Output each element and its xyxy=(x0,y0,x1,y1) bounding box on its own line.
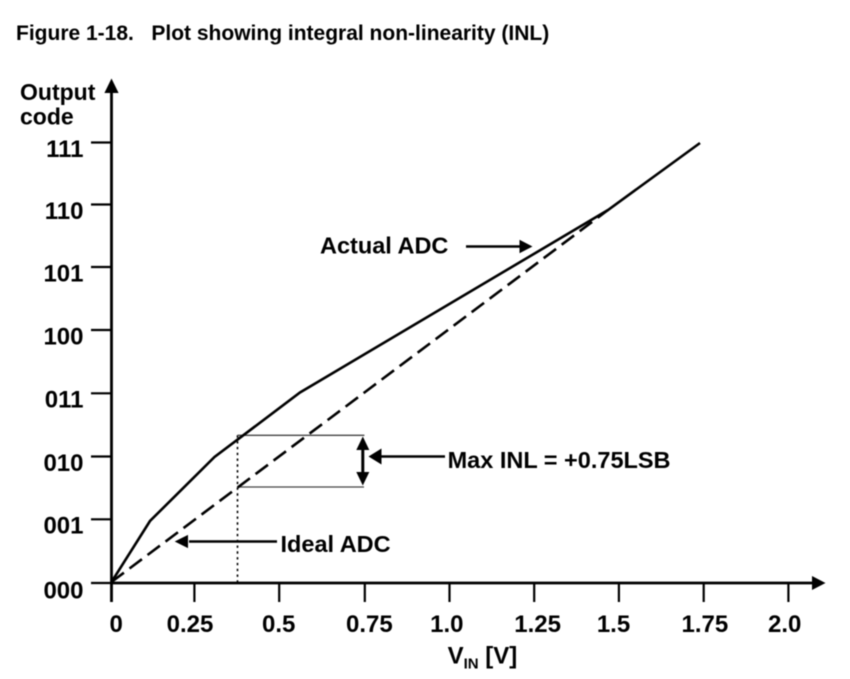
svg-text:001: 001 xyxy=(43,513,83,540)
svg-text:110: 110 xyxy=(45,198,84,225)
svg-text:code: code xyxy=(20,104,74,130)
svg-text:2.0: 2.0 xyxy=(768,611,801,638)
svg-text:1.5: 1.5 xyxy=(597,611,630,638)
svg-text:010: 010 xyxy=(43,450,83,477)
svg-text:VIN [V]: VIN [V] xyxy=(448,643,518,673)
svg-text:0.75: 0.75 xyxy=(346,611,393,638)
svg-text:101: 101 xyxy=(43,260,83,287)
svg-text:011: 011 xyxy=(45,387,84,414)
svg-text:000: 000 xyxy=(43,578,83,605)
svg-text:Output: Output xyxy=(20,79,96,105)
svg-text:Max INL = +0.75LSB: Max INL = +0.75LSB xyxy=(448,447,671,473)
svg-text:1.0: 1.0 xyxy=(430,611,463,638)
svg-text:0: 0 xyxy=(110,611,123,638)
svg-text:0.5: 0.5 xyxy=(262,611,295,638)
svg-text:100: 100 xyxy=(43,323,83,350)
svg-text:1.75: 1.75 xyxy=(682,611,729,638)
svg-text:Figure 1-18. Plot showing in: Figure 1-18. Plot showing integral non-l… xyxy=(16,22,549,45)
svg-text:111: 111 xyxy=(46,136,83,163)
svg-text:0.25: 0.25 xyxy=(167,611,214,638)
svg-text:1.25: 1.25 xyxy=(514,611,561,638)
svg-text:Ideal ADC: Ideal ADC xyxy=(281,531,391,557)
svg-text:Actual ADC: Actual ADC xyxy=(320,232,448,258)
